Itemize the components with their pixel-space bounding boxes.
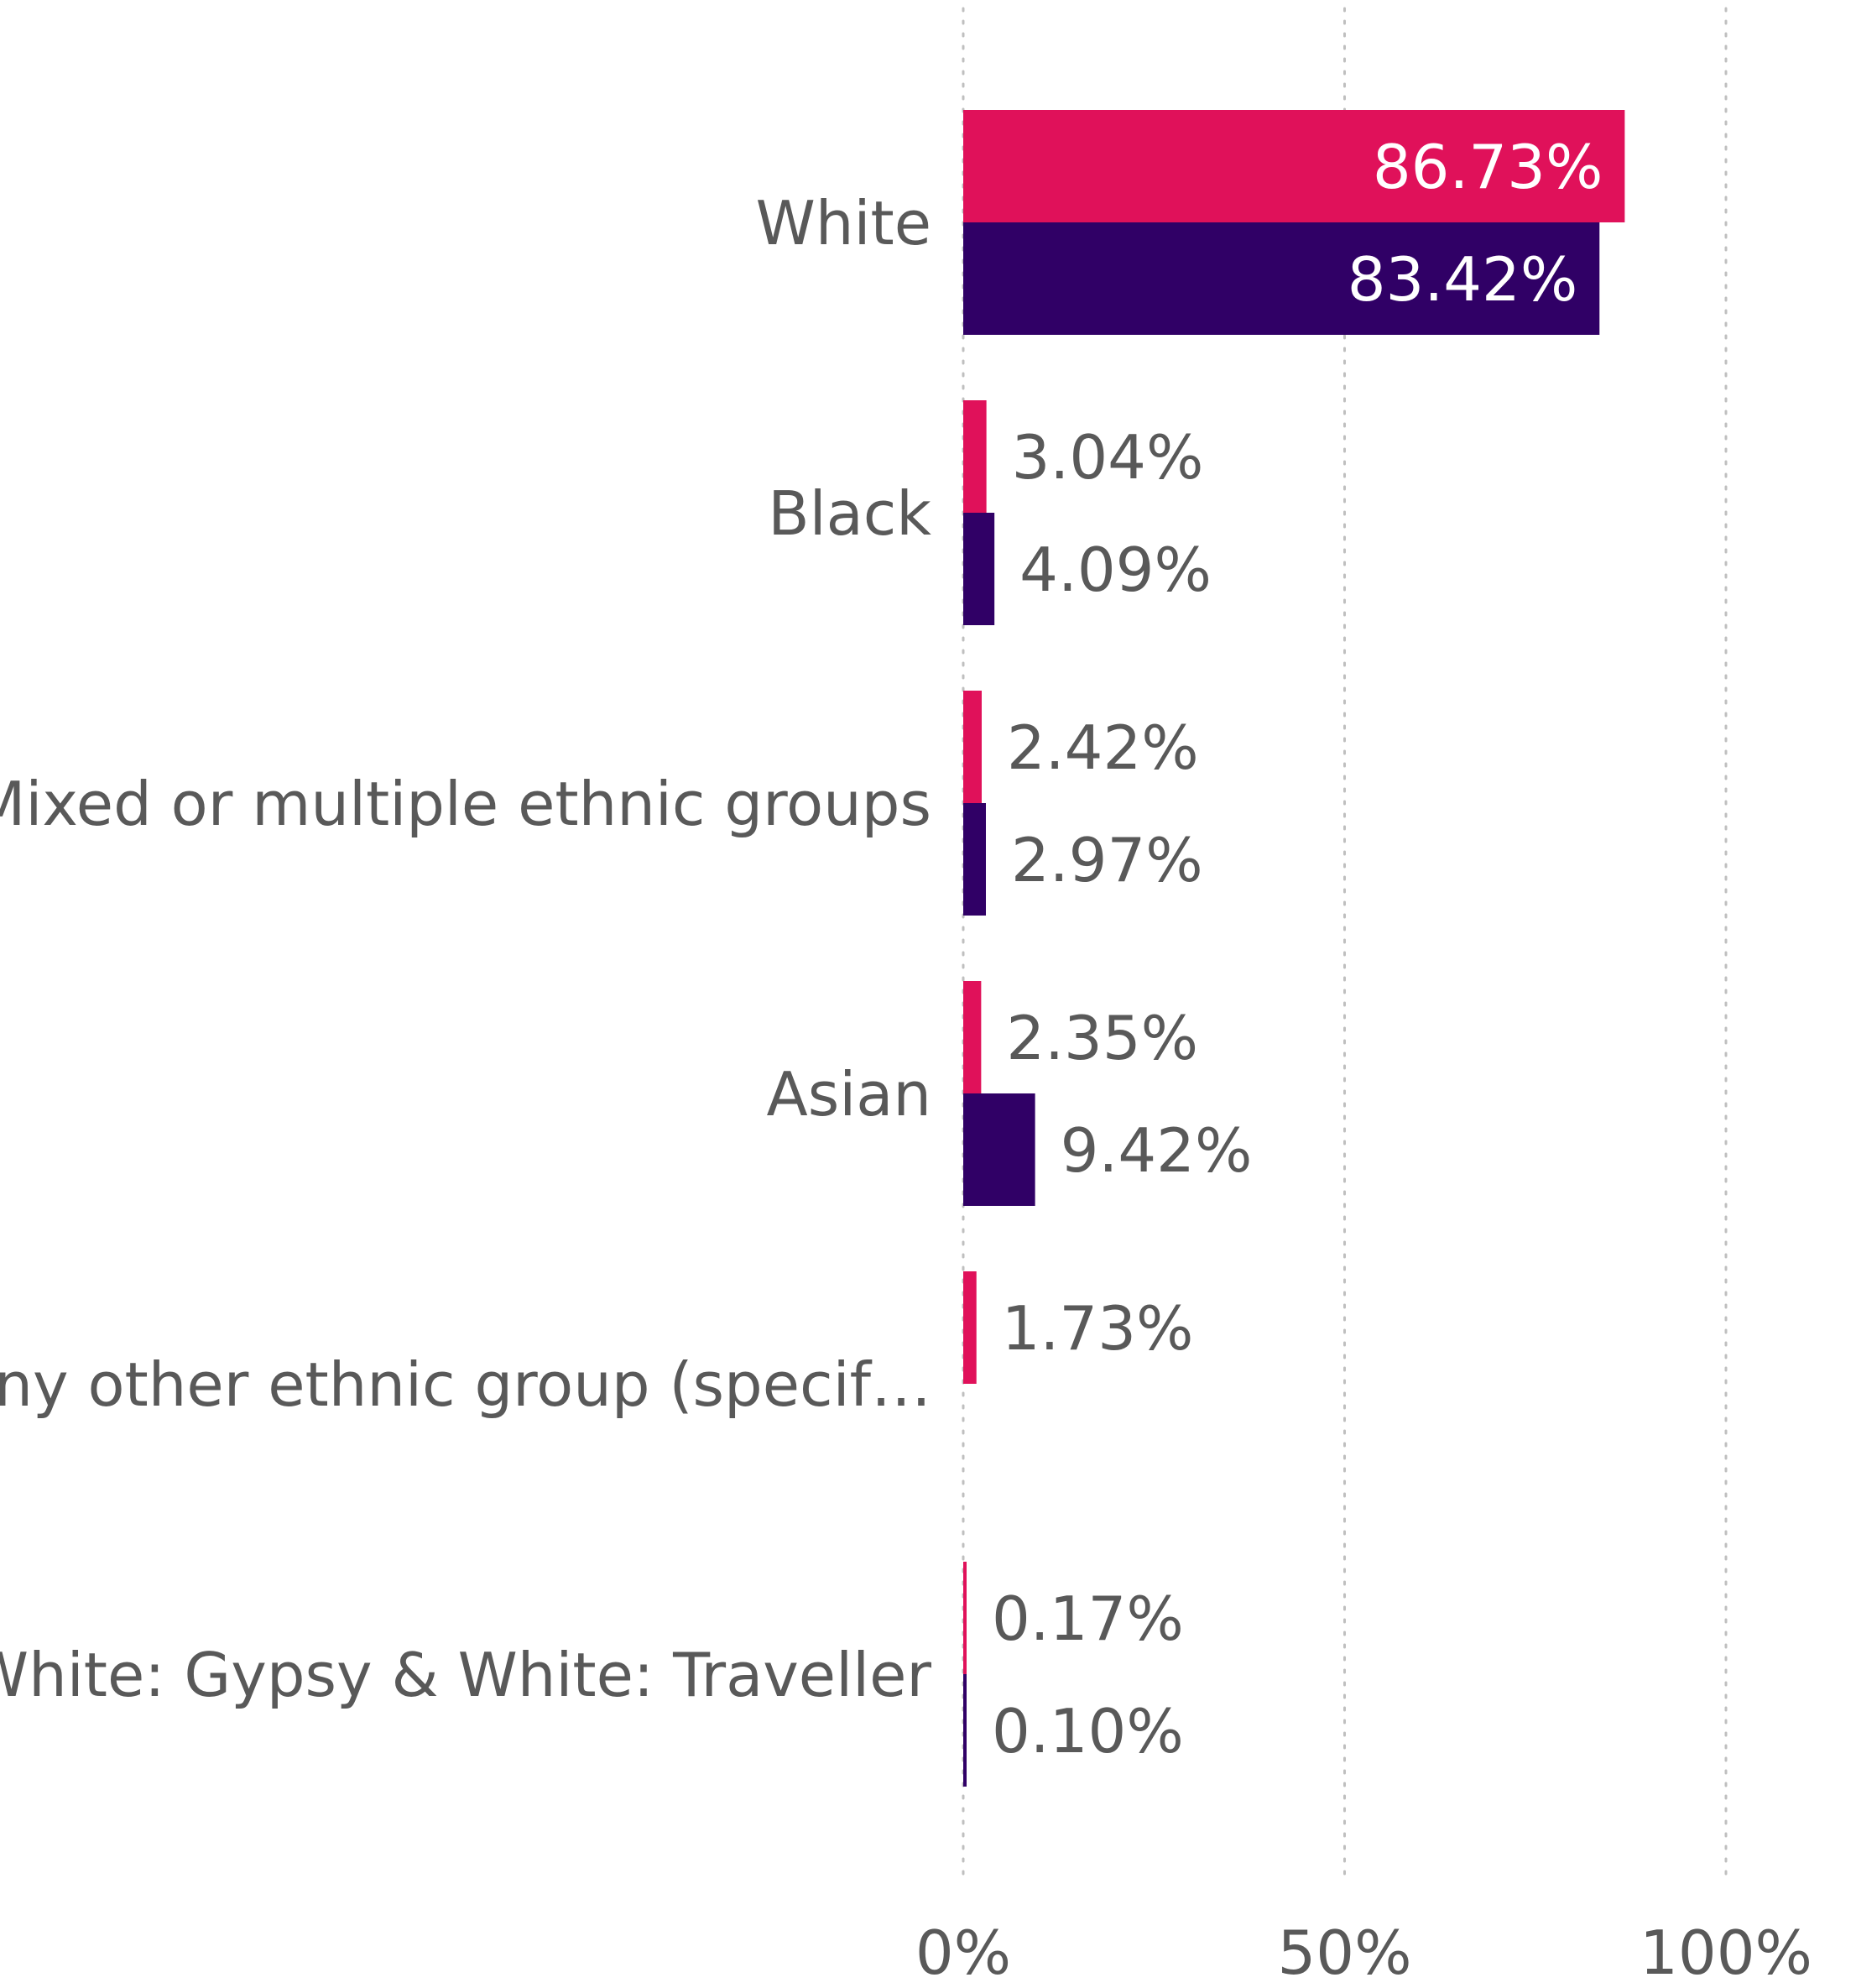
bar-value-label: 2.35% bbox=[1006, 1003, 1198, 1073]
bar-series-1 bbox=[963, 1562, 967, 1674]
bar-value-label: 2.97% bbox=[1011, 825, 1203, 895]
bar-series-1 bbox=[963, 691, 982, 803]
bar-value-label: 0.10% bbox=[992, 1696, 1184, 1766]
x-tick-label: 50% bbox=[1277, 1918, 1411, 1984]
bars bbox=[963, 110, 1625, 1787]
category-label: White bbox=[756, 188, 931, 258]
x-tick-label: 0% bbox=[915, 1918, 1011, 1984]
bar-value-label: 3.04% bbox=[1012, 422, 1204, 493]
bar-series-2 bbox=[963, 222, 1600, 335]
bar-series-2 bbox=[963, 513, 995, 625]
bar-value-label: 4.09% bbox=[1019, 535, 1212, 605]
bar-value-label: 1.73% bbox=[1002, 1293, 1194, 1364]
category-label: Black bbox=[768, 478, 931, 549]
category-label: Mixed or multiple ethnic groups bbox=[0, 769, 931, 839]
x-tick-label: 100% bbox=[1640, 1918, 1812, 1984]
bar-value-label: 9.42% bbox=[1061, 1115, 1253, 1186]
bar-series-1 bbox=[963, 981, 982, 1093]
bar-series-2 bbox=[963, 803, 986, 916]
bar-value-label: 83.42% bbox=[1348, 244, 1578, 315]
bar-value-label: 86.73% bbox=[1373, 132, 1603, 202]
bar-value-label: 2.42% bbox=[1007, 712, 1199, 783]
bar-series-1 bbox=[963, 400, 987, 513]
bar-series-1 bbox=[963, 110, 1625, 222]
bar-series-1 bbox=[963, 1271, 977, 1384]
bar-series-2 bbox=[963, 1093, 1035, 1206]
category-label: Asian bbox=[766, 1059, 931, 1130]
category-label: Any other ethnic group (specif… bbox=[0, 1349, 931, 1420]
bar-value-label: 0.17% bbox=[992, 1584, 1184, 1654]
category-label: White: Gypsy & White: Traveller bbox=[0, 1640, 931, 1710]
bar-series-2 bbox=[963, 1674, 967, 1787]
labels: 0% 50% 100% White 86.73% 83.42% Black 3.04% 4.09… bbox=[0, 132, 1812, 1988]
